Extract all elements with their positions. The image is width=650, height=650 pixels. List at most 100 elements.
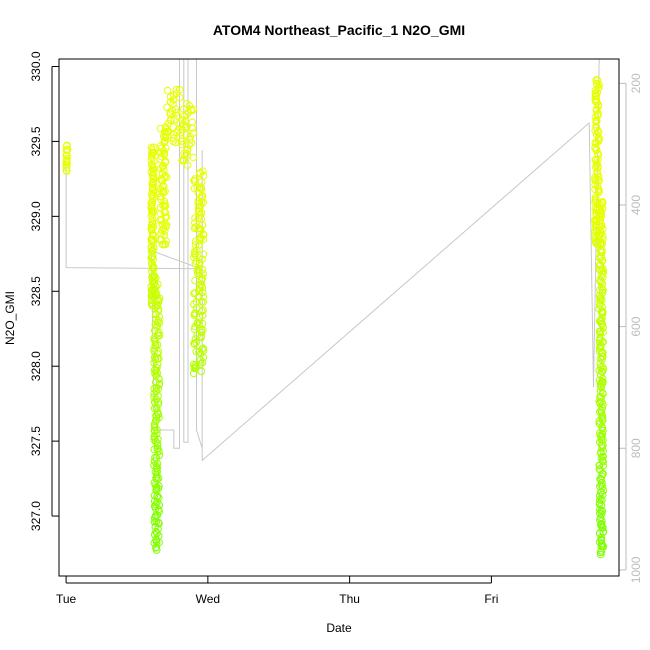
data-point [147,235,156,243]
data-point [197,281,205,290]
data-point [199,250,208,259]
data-point [596,339,604,347]
data-point [162,221,171,229]
data-point [157,186,166,195]
data-point [63,158,71,167]
data-point [148,161,156,169]
data-point [196,360,205,368]
data-point [596,387,605,396]
data-point [596,316,605,325]
altitude-line [65,58,600,462]
data-point [598,398,606,406]
data-point [595,177,603,185]
data-point [198,358,207,367]
data-point [596,514,605,522]
data-point [194,267,203,276]
data-point [193,269,202,278]
data-point [191,223,200,231]
data-point [595,217,604,226]
data-point [594,162,602,171]
x-tick-label: Fri [484,592,498,606]
data-point [594,84,603,92]
data-point [189,129,197,137]
data-point [161,200,169,208]
data-point [63,145,72,154]
data-point [159,132,168,141]
y-tick-label: 328.5 [29,276,43,306]
data-point [147,199,155,207]
data-point [198,255,206,264]
data-point [592,79,601,88]
y-tick-label: 327.5 [29,426,43,456]
data-point [147,202,156,210]
data-point [593,88,602,96]
data-point [198,283,207,292]
data-point [598,303,607,311]
data-point [591,143,599,152]
data-point [593,111,602,119]
data-point [150,275,159,284]
data-point [153,492,162,500]
data-point [166,116,175,124]
y2-tick-label: 200 [629,73,643,93]
data-point [148,259,156,267]
data-point [63,141,71,150]
data-point [597,383,606,391]
data-point [598,283,606,292]
data-point [178,140,186,149]
y-tick-label: 329.5 [29,126,43,156]
data-point [157,164,165,173]
data-point [169,134,178,143]
data-point [156,124,165,133]
data-point [183,161,192,169]
data-point [599,527,608,536]
data-point [190,364,199,373]
data-point [597,547,606,555]
data-point [63,154,71,163]
data-point [163,103,171,111]
data-point [190,224,199,233]
data-point [153,467,161,476]
data-point [197,275,206,284]
data-point [182,122,190,131]
data-point [199,298,207,306]
data-point [597,550,605,559]
data-point [591,127,600,135]
data-point [595,265,604,274]
x-tick-label: Tue [56,592,77,606]
data-point [160,137,169,146]
x-tick-label: Wed [196,592,220,606]
data-point [148,264,157,272]
data-point [597,319,606,328]
data-point [598,257,606,265]
data-point [151,453,159,462]
data-point [150,420,159,428]
data-point [199,167,207,175]
data-point [597,519,606,528]
data-point [595,222,604,230]
data-point [62,146,71,154]
data-point [152,416,161,424]
data-point [597,510,606,518]
data-point [597,506,606,515]
data-point [596,334,604,343]
data-point [181,117,190,126]
data-point [152,274,160,282]
data-point [199,270,207,278]
data-point [154,518,163,527]
data-point [597,539,606,548]
data-point [598,239,607,248]
data-point [193,266,202,275]
y2-tick-label: 600 [629,316,643,336]
data-point [147,286,156,295]
data-point [148,198,157,206]
chart-title: ATOM4 Northeast_Pacific_1 N2O_GMI [213,22,465,38]
data-point [183,146,192,154]
data-point [149,252,157,260]
data-point [191,241,200,249]
y-axis-label: N2O_GMI [3,291,17,345]
data-point [591,232,600,240]
data-point [599,328,607,336]
data-point [179,155,188,164]
data-point [164,128,173,136]
